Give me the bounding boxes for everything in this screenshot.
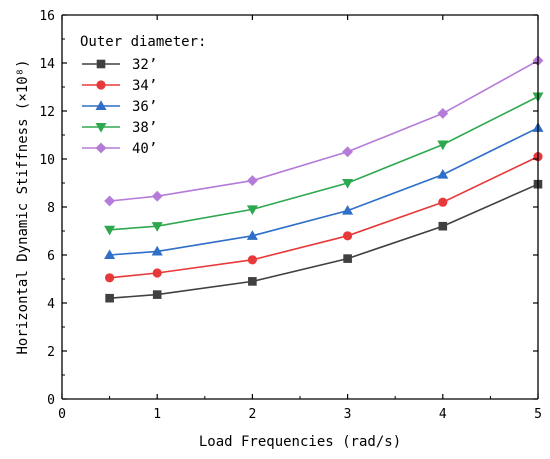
y-axis-title: Horizontal Dynamic Stiffness (×10⁸) — [15, 59, 31, 354]
data-point — [104, 225, 116, 236]
plot-area — [62, 15, 538, 399]
data-point — [438, 197, 448, 207]
legend: Outer diameter: 32’ 34’ 36’ 38’ 40’ — [80, 34, 206, 157]
legend-label: 32’ — [132, 57, 157, 73]
x-tick-label: 2 — [248, 407, 256, 422]
data-point — [437, 168, 449, 179]
legend-marker — [96, 80, 106, 90]
y-tick-label: 2 — [47, 345, 55, 360]
data-point — [246, 175, 258, 187]
data-point — [246, 230, 258, 240]
data-point — [342, 204, 354, 215]
x-tick-label: 3 — [344, 407, 352, 422]
legend-label: 36’ — [132, 99, 157, 115]
series-line — [109, 59, 539, 202]
series-line — [109, 155, 539, 279]
data-point — [438, 221, 448, 231]
data-point — [151, 222, 163, 232]
x-ticks: 0 1 2 3 4 5 — [58, 15, 542, 422]
legend-marker — [95, 142, 107, 154]
data-point — [343, 254, 352, 263]
series-line — [109, 183, 539, 299]
data-point — [104, 273, 115, 283]
data-point — [247, 255, 257, 265]
x-axis-title: Load Frequencies (rad/s) — [199, 434, 401, 450]
plot-lines — [109, 59, 539, 299]
data-point — [437, 107, 449, 119]
y-tick-label: 8 — [47, 201, 55, 216]
series-line — [109, 127, 539, 256]
y-tick-label: 12 — [39, 105, 55, 120]
data-point — [105, 293, 114, 303]
data-point — [104, 195, 116, 207]
data-point — [342, 178, 354, 189]
data-point — [246, 205, 258, 216]
x-tick-label: 5 — [534, 407, 542, 422]
series-line — [109, 95, 539, 231]
legend-marker — [96, 59, 106, 69]
legend-label: 34’ — [132, 78, 157, 94]
legend-label: 38’ — [132, 120, 157, 136]
y-tick-label: 4 — [47, 297, 55, 312]
data-point — [151, 190, 163, 202]
data-point — [342, 146, 354, 158]
y-tick-label: 10 — [39, 153, 55, 168]
x-tick-label: 0 — [58, 407, 66, 422]
data-point — [152, 268, 162, 278]
x-tick-label: 1 — [153, 407, 161, 422]
legend-title: Outer diameter: — [80, 34, 206, 50]
legend-label: 40’ — [132, 141, 157, 157]
data-point — [343, 231, 353, 241]
data-point — [437, 140, 449, 151]
data-point — [152, 290, 162, 299]
y-tick-label: 0 — [47, 393, 55, 408]
y-ticks: 0 2 4 6 8 10 12 14 16 — [39, 9, 538, 408]
y-tick-label: 14 — [39, 57, 55, 72]
x-tick-label: 4 — [439, 407, 447, 422]
data-point — [104, 249, 116, 260]
legend-marker — [95, 100, 107, 111]
y-tick-label: 6 — [47, 249, 55, 264]
legend-marker — [95, 122, 107, 133]
data-point — [151, 245, 163, 256]
data-point — [248, 277, 257, 286]
y-tick-label: 16 — [39, 9, 55, 24]
